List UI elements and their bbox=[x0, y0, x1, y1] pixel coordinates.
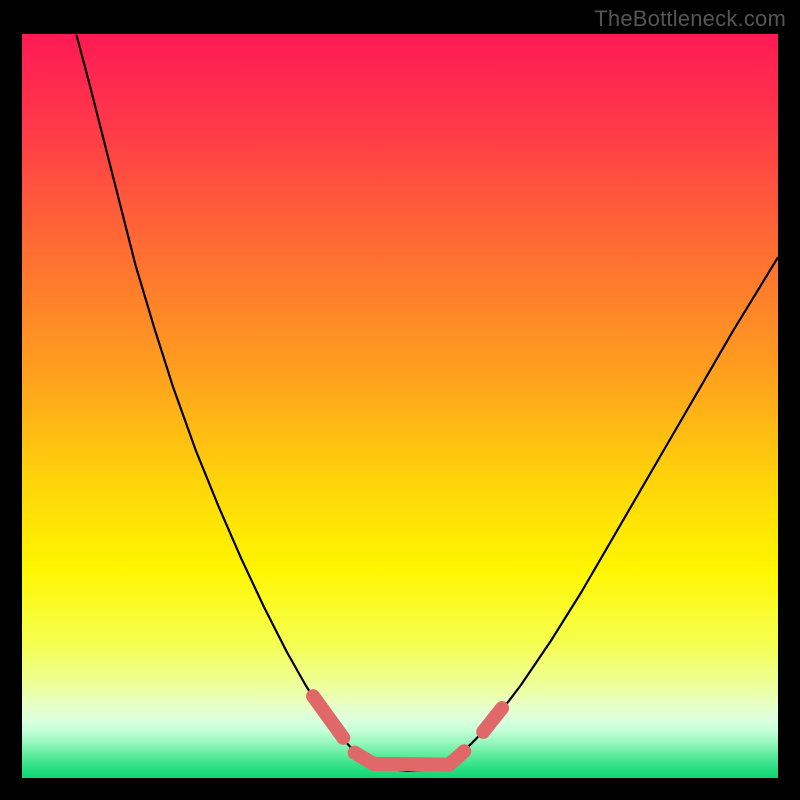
watermark-text: TheBottleneck.com bbox=[594, 6, 786, 32]
chart-frame: TheBottleneck.com bbox=[0, 0, 800, 800]
bottleneck-curve-chart bbox=[0, 0, 800, 800]
chart-gradient-background bbox=[22, 34, 778, 778]
highlight-segment bbox=[374, 764, 450, 765]
